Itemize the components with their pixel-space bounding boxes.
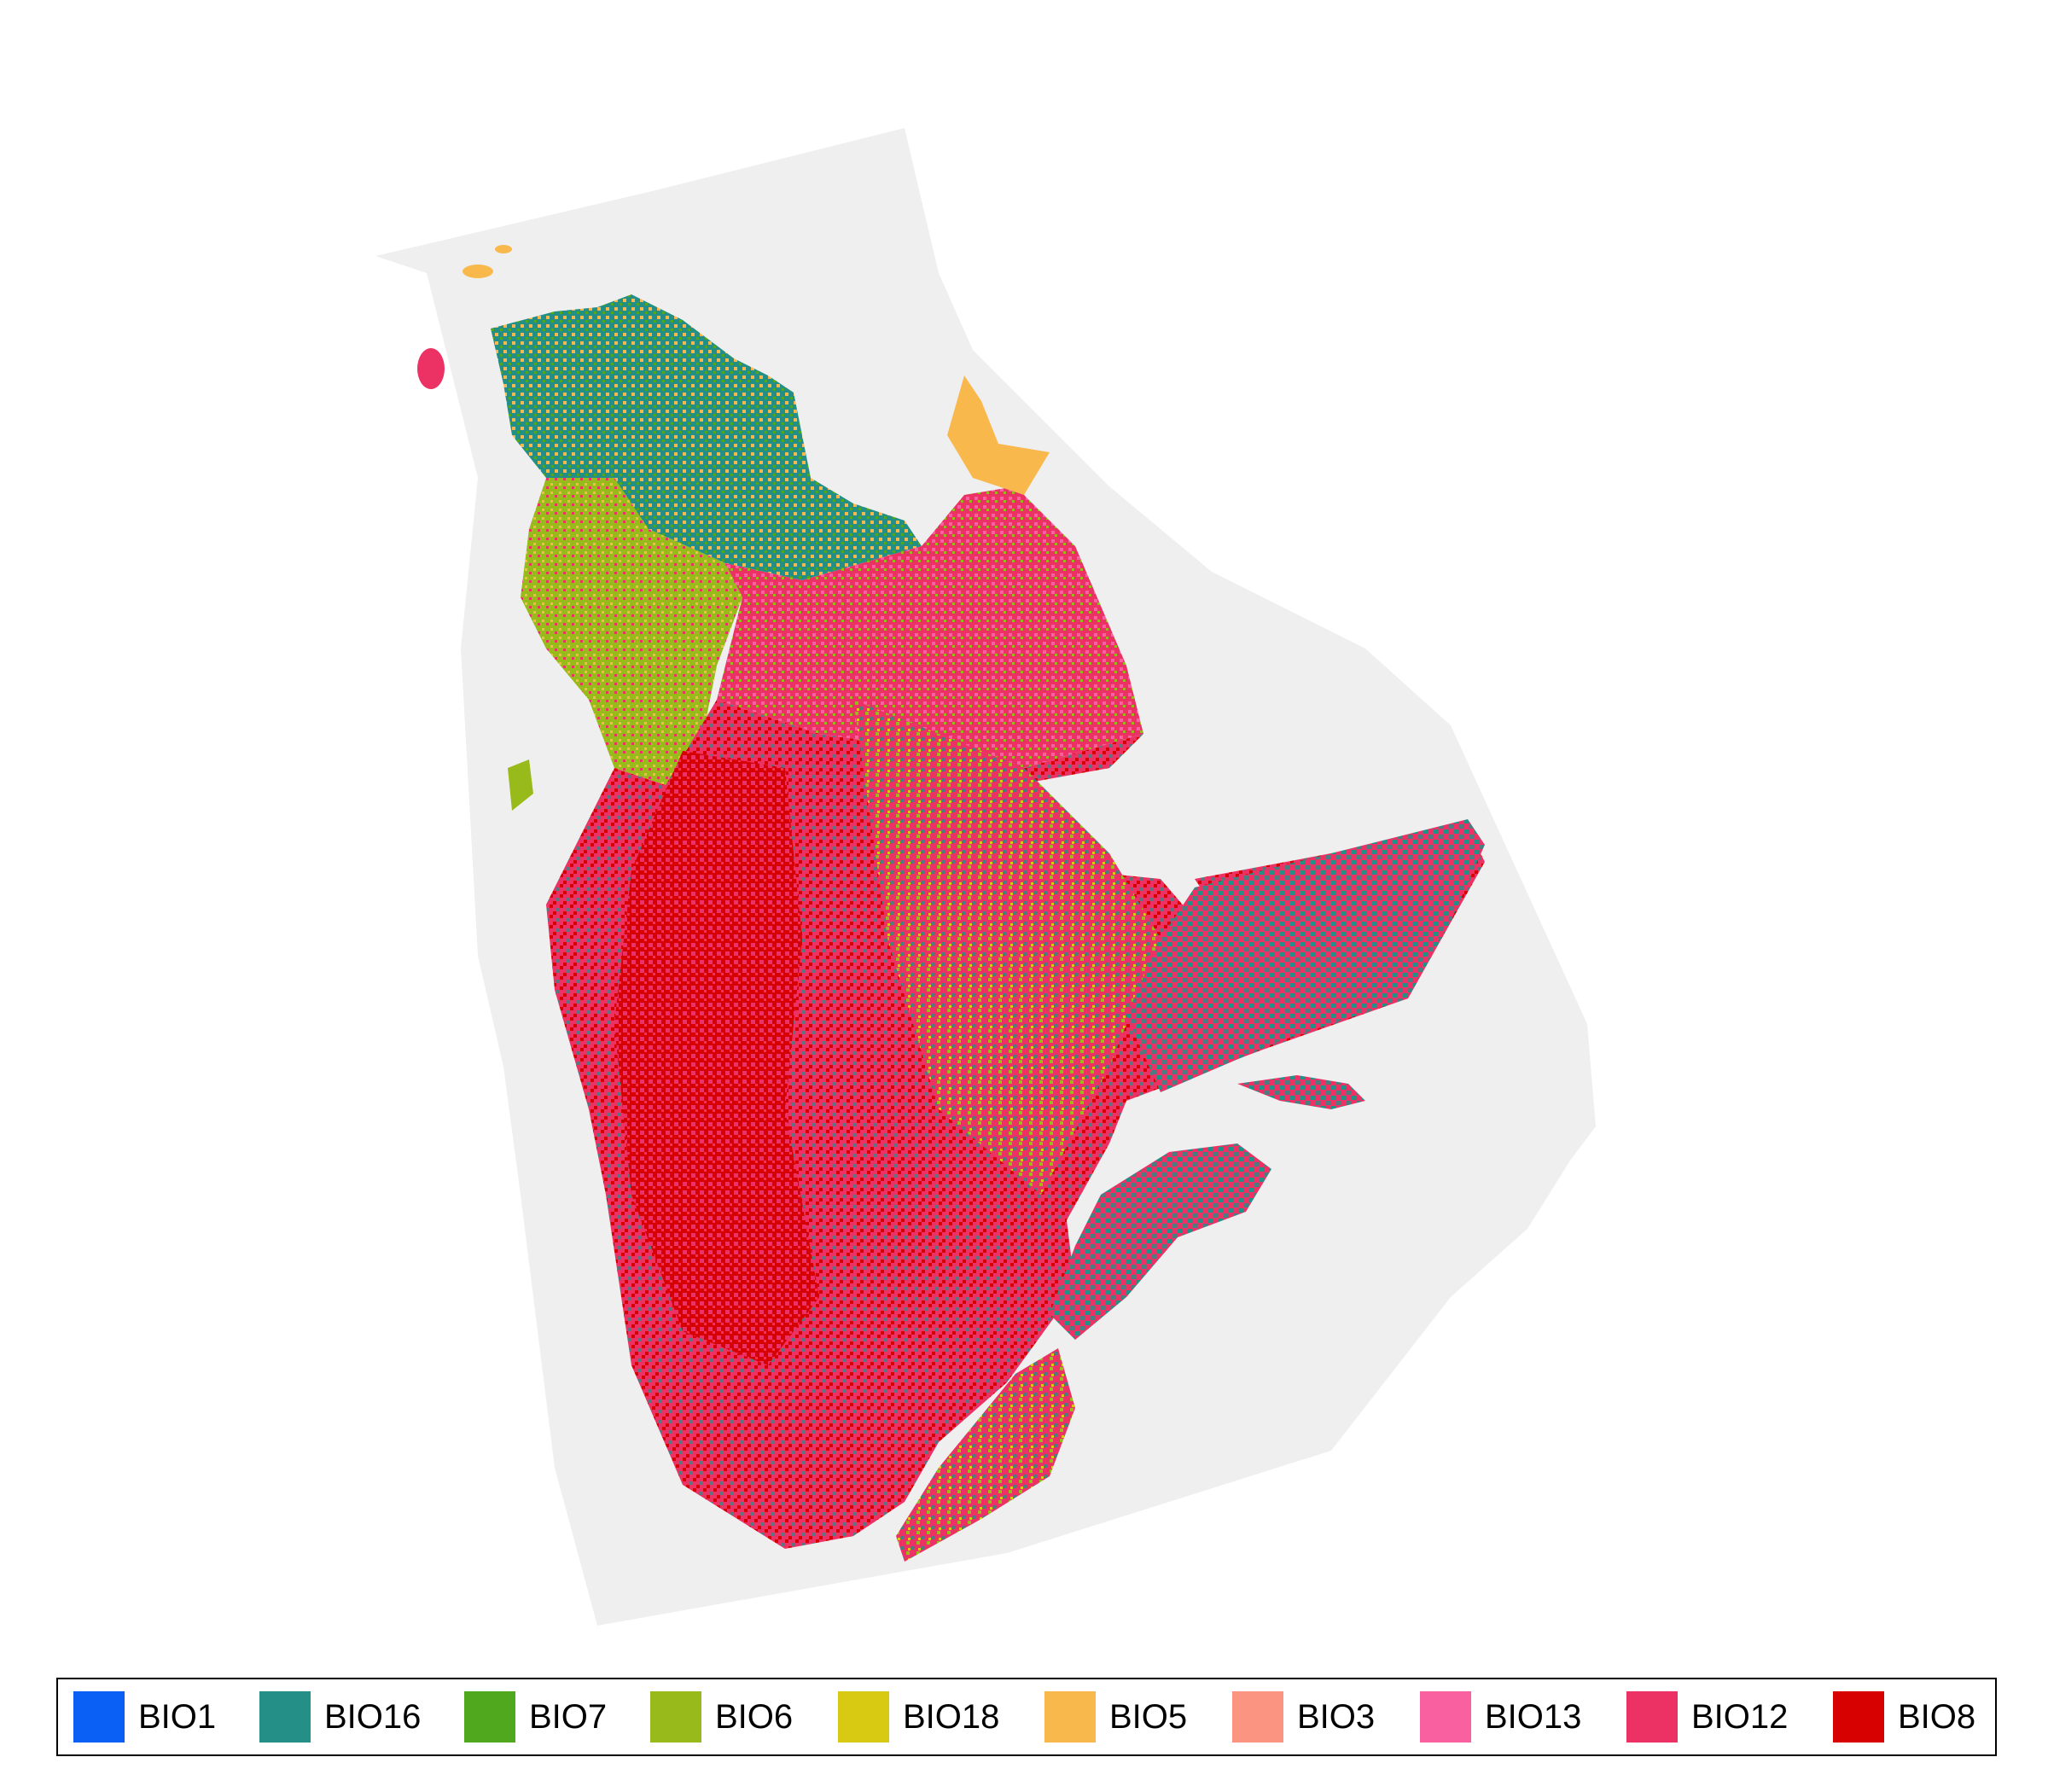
- legend-swatch-bio3: [1232, 1691, 1283, 1743]
- region-north-shore: [1126, 819, 1485, 1092]
- island-west-1: [508, 759, 533, 811]
- legend-label-bio12: BIO12: [1691, 1697, 1789, 1736]
- legend-swatch-bio12: [1626, 1691, 1678, 1743]
- legend: BIO1 BIO16 BIO7 BIO6 BIO18 BIO5 BIO3 BIO…: [56, 1678, 1997, 1756]
- legend-label-bio1: BIO1: [138, 1697, 217, 1736]
- region-north-teal: [491, 294, 922, 580]
- legend-item-bio7: BIO7: [464, 1679, 607, 1754]
- region-west-green: [521, 478, 742, 785]
- legend-label-bio3: BIO3: [1297, 1697, 1376, 1736]
- legend-label-bio13: BIO13: [1485, 1697, 1582, 1736]
- legend-swatch-bio5: [1044, 1691, 1096, 1743]
- legend-label-bio6: BIO6: [715, 1697, 794, 1736]
- legend-item-bio13: BIO13: [1420, 1679, 1581, 1754]
- legend-item-bio6: BIO6: [650, 1679, 793, 1754]
- legend-item-bio1: BIO1: [73, 1679, 216, 1754]
- legend-swatch-bio7: [464, 1691, 515, 1743]
- legend-item-bio5: BIO5: [1044, 1679, 1187, 1754]
- region-red-core: [614, 751, 819, 1365]
- legend-swatch-bio6: [650, 1691, 701, 1743]
- island-north-2: [463, 265, 493, 278]
- legend-label-bio8: BIO8: [1898, 1697, 1976, 1736]
- island-north-4: [947, 375, 1050, 495]
- region-north-pink: [717, 486, 1143, 768]
- legend-item-bio3: BIO3: [1232, 1679, 1375, 1754]
- legend-item-bio16: BIO16: [259, 1679, 421, 1754]
- legend-label-bio16: BIO16: [324, 1697, 422, 1736]
- legend-swatch-bio13: [1420, 1691, 1471, 1743]
- legend-label-bio7: BIO7: [529, 1697, 608, 1736]
- map-canvas: [375, 128, 1596, 1626]
- legend-swatch-bio8: [1833, 1691, 1884, 1743]
- legend-swatch-bio1: [73, 1691, 125, 1743]
- legend-item-bio8: BIO8: [1833, 1679, 1975, 1754]
- island-north-1: [417, 348, 445, 389]
- island-north-3: [495, 245, 512, 253]
- legend-item-bio12: BIO12: [1626, 1679, 1788, 1754]
- region-south-shore: [896, 1348, 1075, 1562]
- legend-label-bio18: BIO18: [903, 1697, 1000, 1736]
- legend-label-bio5: BIO5: [1109, 1697, 1188, 1736]
- region-anticosti: [1237, 1075, 1365, 1109]
- region-gaspe: [1050, 1143, 1271, 1340]
- region-east-mixed: [853, 700, 1161, 1195]
- legend-swatch-bio16: [259, 1691, 311, 1743]
- legend-swatch-bio18: [838, 1691, 889, 1743]
- legend-item-bio18: BIO18: [838, 1679, 999, 1754]
